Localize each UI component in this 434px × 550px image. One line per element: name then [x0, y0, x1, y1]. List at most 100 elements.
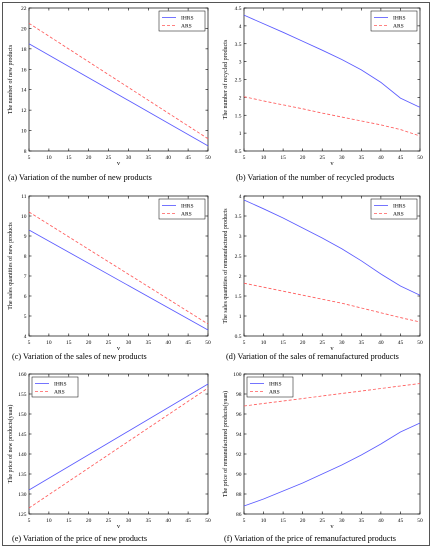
x-axis-label: v — [117, 523, 121, 530]
caption-f: (f) Variation of the price of remanufact… — [224, 534, 396, 543]
series-ihrs-line — [243, 14, 421, 108]
x-tick-label: 10 — [46, 155, 52, 161]
x-tick-label: 25 — [106, 340, 112, 346]
x-tick-label: 35 — [146, 518, 152, 524]
x-tick-label: 30 — [126, 518, 132, 524]
y-tick-label: 20 — [21, 26, 27, 32]
y-axis-label: The price of new products(yuan) — [7, 405, 14, 484]
x-tick-label: 35 — [359, 155, 365, 161]
x-tick-label: 15 — [280, 155, 286, 161]
x-tick-label: 20 — [86, 155, 92, 161]
y-axis-label: The sales quantities of remanufactured p… — [222, 208, 229, 324]
x-tick-label: 40 — [378, 340, 384, 346]
y-tick-label: 125 — [18, 512, 27, 518]
x-tick-label: 50 — [417, 155, 423, 161]
y-tick-label: 2 — [239, 95, 242, 101]
x-tick-label: 10 — [261, 340, 267, 346]
legend-label-ars: ARS — [181, 212, 192, 218]
legend-label-ihrs: IHRS — [393, 204, 406, 210]
x-tick-label: 35 — [359, 518, 365, 524]
y-axis-label: The number of new products — [7, 44, 14, 114]
x-tick-label: 25 — [319, 340, 325, 346]
chart-6: 5 10 15 20 25 30 35 40 45 50 86 88 90 92 94 96 98 100 v The… — [222, 372, 423, 530]
y-tick-label: 94 — [236, 432, 242, 438]
legend-box — [31, 376, 79, 398]
x-tick-label: 20 — [300, 518, 306, 524]
y-tick-label: 145 — [18, 432, 27, 438]
y-tick-label: 5 — [24, 314, 27, 320]
legend-label-ars: ARS — [393, 24, 404, 30]
y-tick-label: 4.5 — [235, 6, 242, 12]
legend: IHRS ARS — [370, 198, 418, 220]
x-tick-label: 5 — [243, 155, 246, 161]
x-axis-label: v — [330, 345, 334, 352]
legend-label-ihrs: IHRS — [54, 382, 67, 388]
y-axis-label: The sales quantities of new products — [7, 222, 14, 310]
y-tick-label: 1 — [239, 131, 242, 137]
y-tick-label: 2.5 — [235, 254, 242, 260]
series-ihrs-line — [28, 383, 209, 491]
x-tick-label: 10 — [261, 518, 267, 524]
x-tick-label: 45 — [185, 518, 191, 524]
x-tick-label: 5 — [243, 340, 246, 346]
x-tick-label: 45 — [185, 155, 191, 161]
y-tick-label: 3 — [239, 60, 242, 66]
x-tick-label: 50 — [417, 340, 423, 346]
caption-e: (e) Variation of the price of new produc… — [12, 534, 148, 543]
x-tick-label: 30 — [339, 518, 345, 524]
legend-label-ihrs: IHRS — [393, 16, 406, 22]
series-ars-line — [243, 383, 421, 407]
y-tick-label: 92 — [236, 452, 242, 458]
x-tick-label: 30 — [126, 340, 132, 346]
x-tick-label: 10 — [46, 340, 52, 346]
plot-frame — [28, 7, 209, 152]
figure-border — [2, 2, 430, 546]
legend-box — [370, 10, 418, 32]
x-tick-label: 50 — [205, 518, 211, 524]
caption-a: (a) Variation of the number of new produ… — [8, 173, 152, 182]
caption-b: (b) Variation of the number of recycled … — [236, 173, 395, 182]
x-tick-label: 20 — [86, 518, 92, 524]
legend-label-ars: ARS — [269, 390, 280, 396]
x-tick-label: 35 — [359, 340, 365, 346]
legend: IHRS ARS — [158, 198, 206, 220]
chart-4: 5 10 15 20 25 30 35 40 45 50 0.5 1 1.5 2 2.5 3 3.5 4 v The … — [222, 194, 423, 352]
x-tick-label: 15 — [280, 340, 286, 346]
plot-frame — [28, 373, 209, 515]
y-tick-label: 10 — [21, 214, 27, 220]
x-tick-label: 5 — [28, 518, 31, 524]
legend-label-ars: ARS — [54, 390, 65, 396]
x-tick-label: 30 — [339, 155, 345, 161]
series-ars-line — [28, 22, 209, 140]
y-tick-label: 160 — [18, 372, 27, 378]
y-tick-label: 1 — [239, 314, 242, 320]
y-tick-label: 0.5 — [235, 334, 242, 340]
y-tick-label: 11 — [21, 194, 27, 200]
series-ihrs-line — [243, 422, 421, 507]
x-tick-label: 5 — [28, 340, 31, 346]
x-tick-label: 30 — [126, 155, 132, 161]
x-tick-label: 15 — [280, 518, 286, 524]
y-tick-label: 8 — [24, 149, 27, 155]
x-tick-label: 40 — [378, 155, 384, 161]
y-tick-label: 98 — [236, 392, 242, 398]
legend-label-ihrs: IHRS — [269, 382, 282, 388]
x-tick-label: 50 — [205, 340, 211, 346]
x-tick-label: 45 — [398, 155, 404, 161]
plot-frame — [243, 195, 421, 337]
y-axis-label: The price of remanufactured products(yua… — [222, 391, 229, 497]
x-tick-label: 20 — [300, 340, 306, 346]
y-tick-label: 130 — [18, 492, 27, 498]
x-tick-label: 20 — [86, 340, 92, 346]
x-axis-label: v — [117, 345, 121, 352]
legend-label-ars: ARS — [181, 24, 192, 30]
chart-1: 5 10 15 20 25 30 35 40 45 50 8 10 12 14 16 18 20 22 v The n… — [7, 6, 211, 167]
y-tick-label: 4 — [239, 194, 242, 200]
y-tick-label: 3 — [239, 234, 242, 240]
y-tick-label: 4 — [239, 24, 242, 30]
x-tick-label: 10 — [261, 155, 267, 161]
y-axis-label: The number of recycled products — [222, 39, 229, 119]
y-tick-label: 22 — [21, 6, 27, 12]
